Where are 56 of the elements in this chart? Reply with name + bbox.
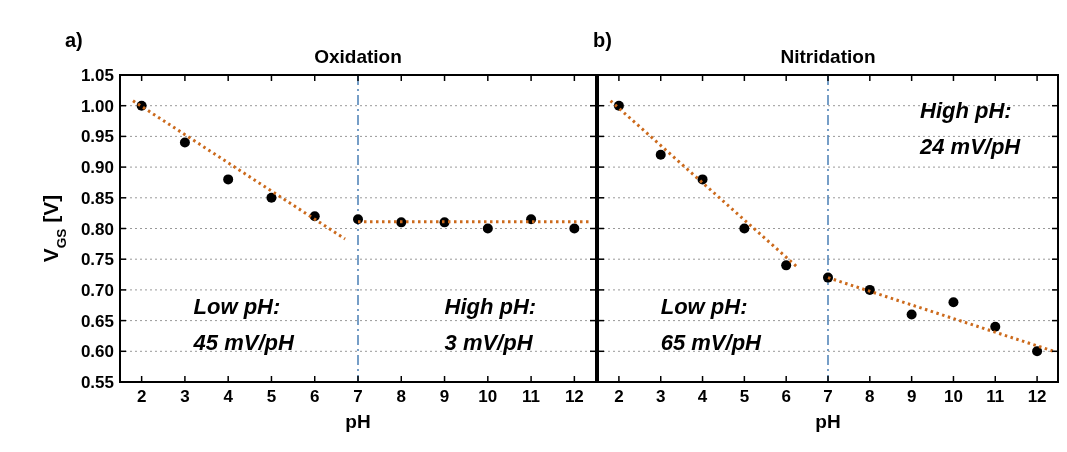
x-tick-label: 9 [906,387,917,406]
x-tick-label: 10 [478,387,498,406]
y-tick-label: 1.05 [80,66,114,85]
text: a) [65,29,83,51]
x-axis-title: pH [815,411,841,432]
point [906,309,917,320]
point [1032,346,1043,357]
x-tick-label: 4 [223,387,234,406]
y-tick-label: 1.00 [80,96,114,116]
x-tick-label: 10 [943,387,963,406]
chart-title: Oxidation [314,46,402,67]
x-tick-label: 5 [739,387,750,406]
text: b) [593,29,612,51]
chart-title: Nitridation [780,46,876,67]
y-tick-label: 0.80 [80,219,114,239]
y-tick-label: 0.70 [80,280,114,300]
x-tick-label: 5 [266,387,277,406]
x-tick-label: 9 [439,387,450,406]
annotation: Low pH: 45 mV/pH [192,294,295,356]
y-tick-label: 0.85 [80,188,114,208]
point [823,272,833,283]
point [179,137,190,148]
x-tick-label: 3 [655,387,666,406]
point [655,149,666,160]
point [990,321,1001,332]
x-tick-label: 3 [180,387,190,406]
point [781,260,792,271]
y-tick-label: 0.55 [80,373,114,392]
y-tick-label: 0.90 [80,158,114,178]
x-tick-label: 12 [564,387,584,406]
point [739,223,750,234]
x-tick-label: 12 [1027,387,1047,406]
point [482,223,493,234]
x-tick-label: 6 [781,387,791,406]
x-tick-label: 11 [522,387,541,406]
x-axis-title: pH [345,411,371,432]
y-tick-label: 0.75 [80,250,114,270]
x-tick-label: 6 [309,387,320,406]
annotation: High pH: 24 mV/pH [919,97,1022,159]
x-tick-label: 8 [865,387,875,406]
x-tick-label: 7 [353,387,363,406]
x-tick-label: 2 [614,387,624,406]
y-tick-label: 0.65 [80,311,114,331]
x-tick-label: 4 [697,387,708,406]
annotation: High pH: 3 mV/pH [444,294,537,356]
x-tick-label: 8 [396,387,407,406]
x-tick-label: 11 [986,387,1005,406]
x-tick-label: 2 [136,387,147,406]
y-tick-label: 0.95 [80,127,114,147]
x-tick-label: 7 [823,387,833,406]
point [948,297,959,308]
point [266,192,277,203]
point [223,174,234,185]
y-tick-label: 0.60 [80,342,114,362]
annotation: Low pH: 65 mV/pH [660,294,763,356]
point [569,223,580,234]
